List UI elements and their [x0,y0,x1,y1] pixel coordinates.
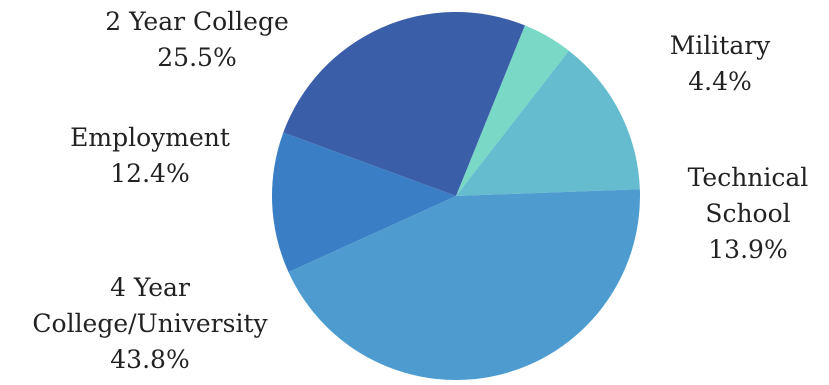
slice-label-military: Military 4.4% [640,28,800,100]
slice-label-employment: Employment 12.4% [30,120,270,192]
slice-4-year-college [288,189,641,381]
slice-label-value: 25.5% [157,43,237,72]
slice-label-value: 12.4% [110,159,190,188]
slice-label-value: 4.4% [688,67,752,96]
slice-label-name-line-1: 4 Year [110,273,190,302]
slice-label-value: 43.8% [110,345,190,374]
slice-label-value: 13.9% [708,235,788,264]
slice-label-4-year-college: 4 Year College/University 43.8% [0,270,300,378]
slice-label-name-line-1: Technical [687,163,809,192]
slice-label-name: 2 Year College [105,7,289,36]
slice-label-name-line-2: College/University [32,309,268,338]
slice-employment [271,132,456,273]
slice-label-name: Military [669,31,771,60]
slice-2-year-college [283,11,525,196]
slice-military [456,25,569,197]
slice-label-technical-school: Technical School 13.9% [668,160,828,268]
slice-technical-school [456,50,640,196]
slice-label-name: Employment [70,123,230,152]
slice-label-name-line-2: School [705,199,791,228]
slice-label-2-year-college: 2 Year College 25.5% [62,4,332,76]
